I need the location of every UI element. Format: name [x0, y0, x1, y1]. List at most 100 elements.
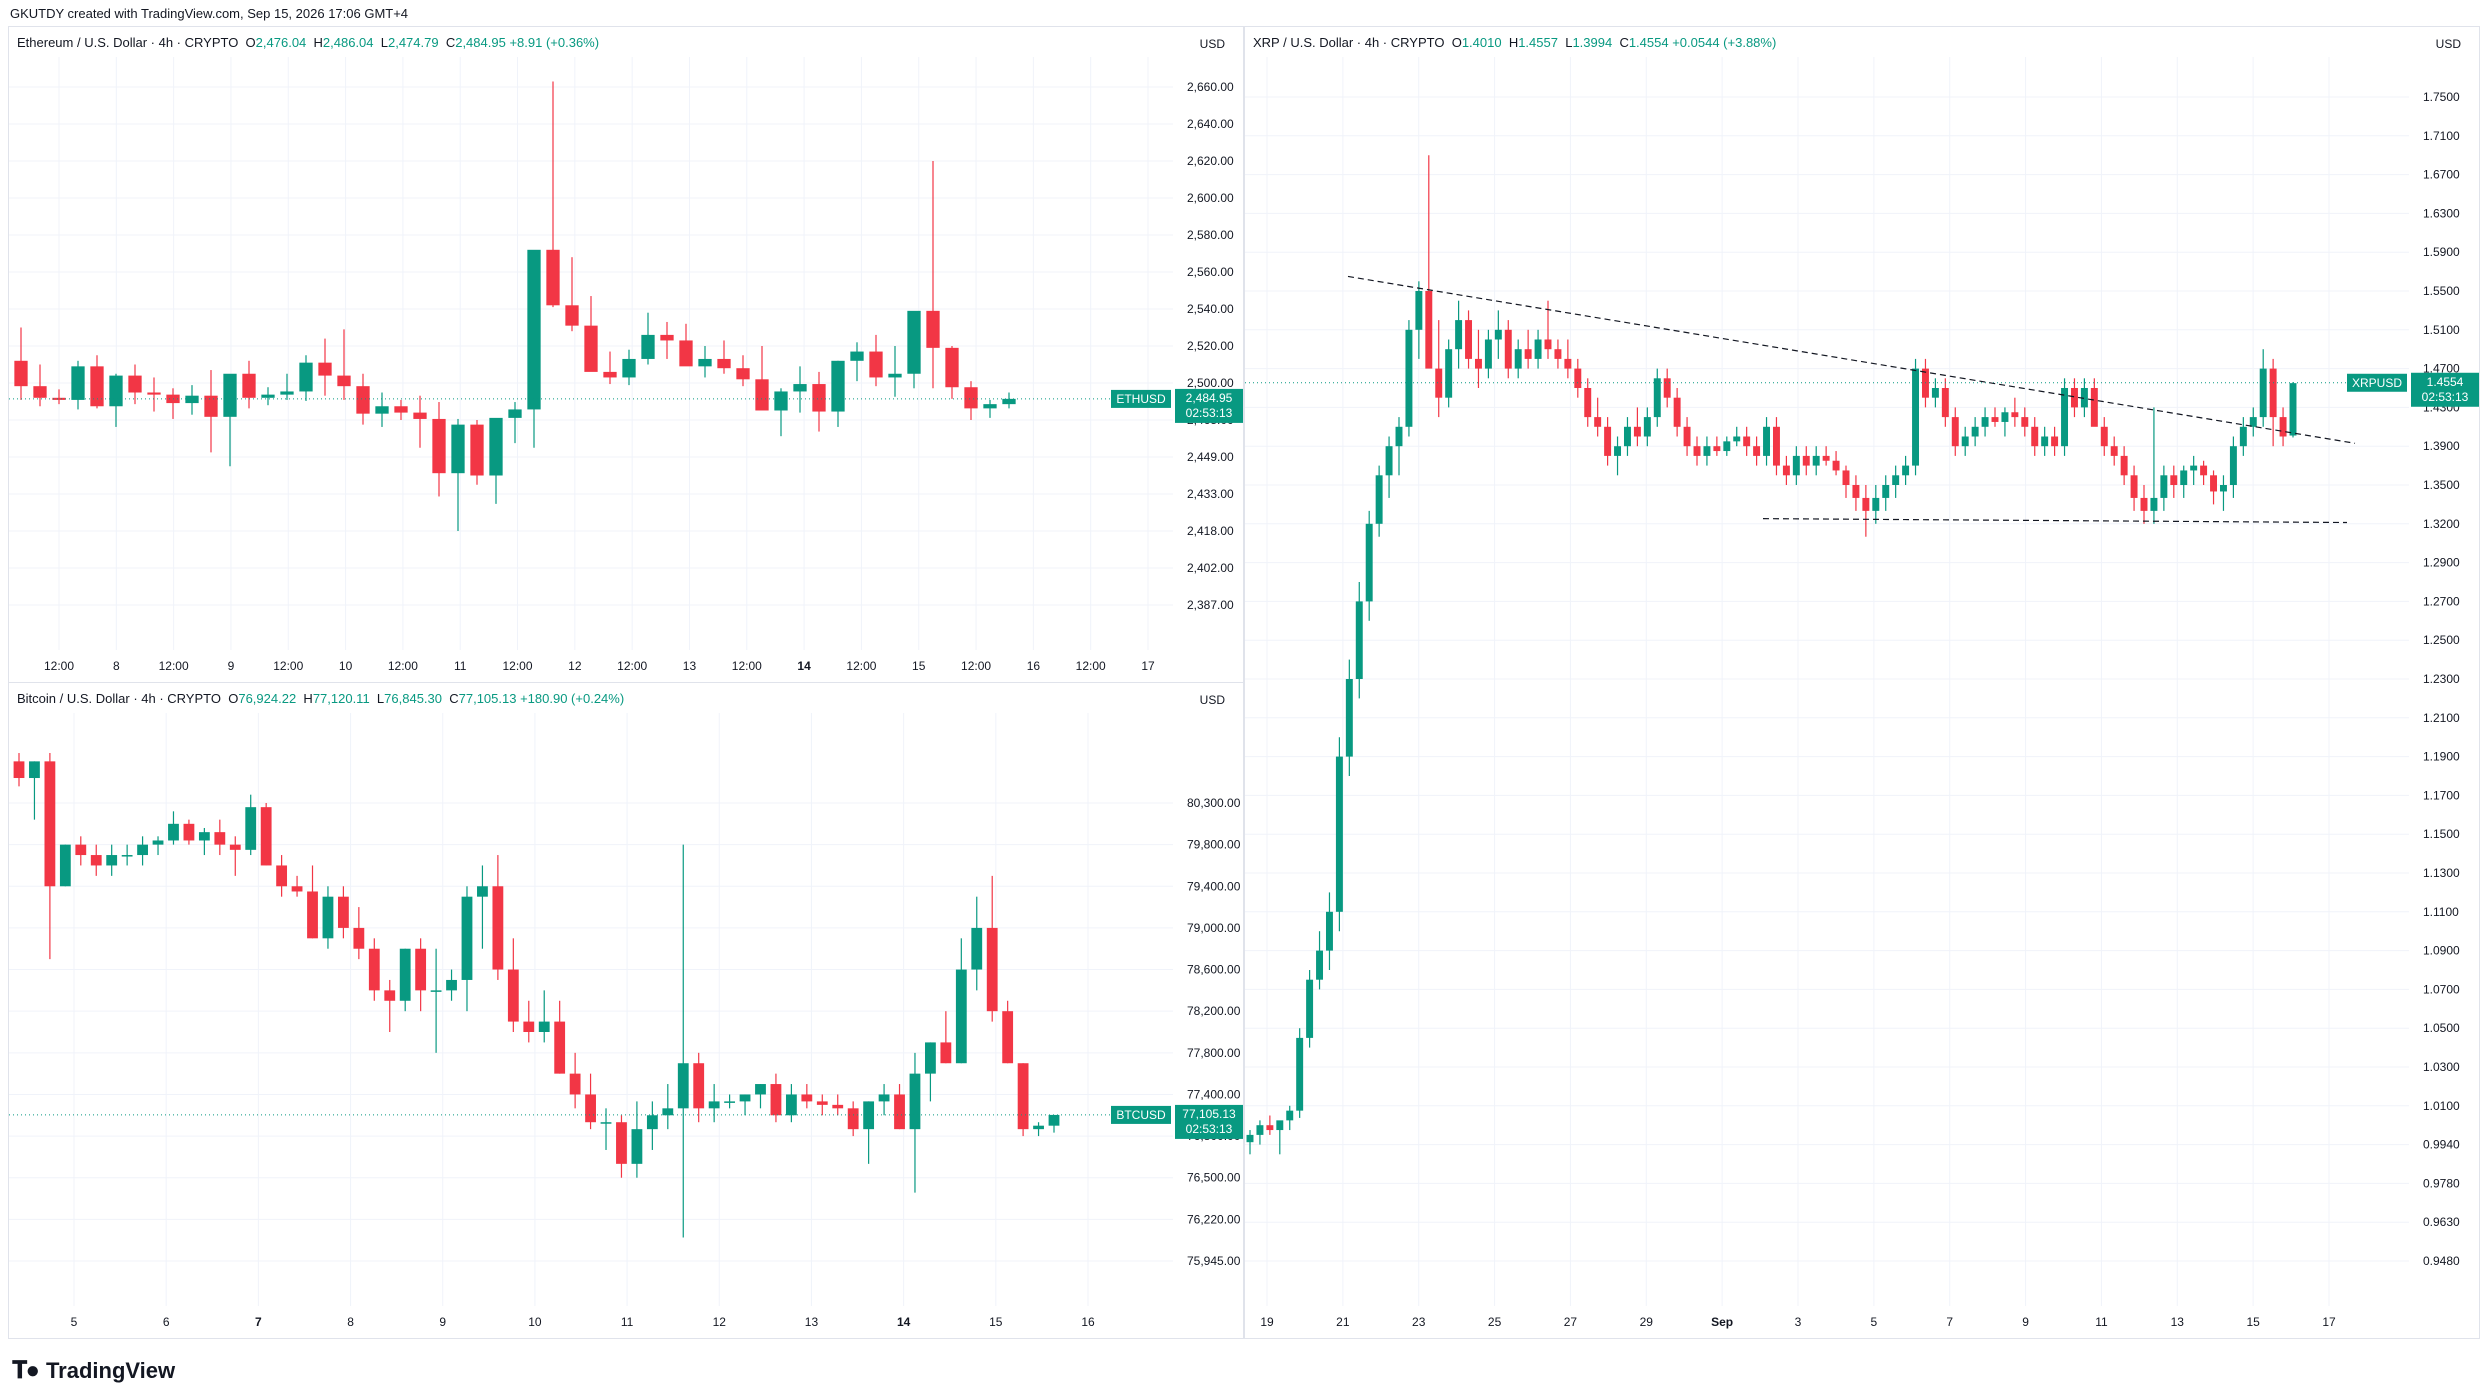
candle-body [1276, 1120, 1284, 1131]
candle-body [2001, 412, 2009, 422]
candle-body [1623, 426, 1631, 447]
candle-body [1296, 1037, 1304, 1111]
y-tick-label: 1.1300 [2423, 866, 2460, 880]
candle-body [1316, 950, 1324, 980]
y-tick-label: 1.0500 [2423, 1021, 2460, 1035]
eth-candlestick-chart[interactable]: 2,660.00 2,640.00 2,620.00 2,600.00 2,580.00… [9, 27, 1243, 682]
y-tick-label: 1.2900 [2423, 556, 2460, 570]
candle-body [546, 249, 560, 306]
x-tick-label: 9 [228, 659, 235, 673]
trendline [1347, 275, 2356, 444]
candle-body [291, 886, 303, 892]
candle-body [850, 351, 864, 361]
y-tick-label: 2,600.00 [1187, 191, 1234, 205]
candle-body [307, 891, 318, 939]
y-tick-label: 1.7500 [2423, 90, 2460, 104]
eth-chart-panel[interactable]: Ethereum / U.S. Dollar · 4h · CRYPTO O2,… [8, 26, 1244, 683]
candle-body [299, 362, 313, 392]
x-tick-label: 17 [1141, 659, 1155, 673]
candle-body [356, 386, 370, 414]
candle-body [1743, 436, 1751, 447]
candle-body [2170, 475, 2178, 485]
candle-body [2041, 436, 2049, 447]
y-tick-label: 1.7100 [2423, 129, 2460, 143]
candle-body [2249, 417, 2257, 427]
candle-body [909, 1073, 921, 1130]
candle-body [662, 1108, 674, 1116]
candle-body [1832, 460, 1840, 471]
candle-body [1643, 417, 1651, 437]
xrp-change: +0.0544 (+3.88%) [1672, 35, 1777, 50]
candle-body [1375, 475, 1383, 524]
x-tick-label: 10 [339, 659, 353, 673]
y-tick-label: 1.5900 [2423, 245, 2460, 259]
y-tick-label: 2,449.00 [1187, 450, 1234, 464]
candle-body [793, 384, 807, 392]
candle-body [1345, 679, 1353, 757]
xrp-currency-label: USD [2435, 37, 2461, 51]
candle-body [2150, 497, 2158, 511]
y-tick-label: 1.4700 [2423, 362, 2460, 376]
candle-body [71, 366, 85, 400]
candle-body [1633, 426, 1641, 437]
candle-body [955, 969, 967, 1064]
btc-symbol: Bitcoin / U.S. Dollar · 4h · CRYPTO [17, 691, 221, 706]
candle-body [1465, 320, 1473, 359]
candle-body [1852, 485, 1860, 498]
candle-body [770, 1084, 782, 1116]
candle-body [183, 823, 195, 841]
candle-body [616, 1122, 627, 1164]
xrp-chart-panel[interactable]: XRP / U.S. Dollar · 4h · CRYPTO O1.4010 … [1244, 26, 2480, 1339]
candle-body [569, 1073, 581, 1095]
candle-body [863, 1101, 875, 1130]
candle-body [451, 424, 465, 474]
candle-body [1822, 455, 1830, 461]
xrp-legend: XRP / U.S. Dollar · 4h · CRYPTO O1.4010 … [1253, 35, 1777, 50]
candle-body [847, 1108, 859, 1130]
y-tick-label: 75,945.00 [1187, 1254, 1241, 1268]
candle-body [90, 366, 104, 407]
x-tick-label: 11 [454, 659, 467, 673]
candle-body [894, 1094, 905, 1130]
candle-body [739, 1094, 751, 1102]
candle-body [945, 347, 959, 388]
candle-body [2180, 470, 2188, 485]
y-tick-label: 0.9780 [2423, 1176, 2460, 1190]
candle-body [214, 832, 226, 845]
candle-body [59, 844, 71, 887]
tradingview-brand[interactable]: 𝐓● TradingView [12, 1357, 175, 1385]
y-tick-label: 1.0700 [2423, 982, 2460, 996]
price-tag-symbol-bg [1111, 1105, 1171, 1124]
candle-body [538, 1021, 550, 1032]
x-tick-label: 14 [797, 659, 811, 673]
candle-body [1792, 455, 1800, 476]
candle-body [198, 832, 210, 841]
candle-body [1484, 339, 1492, 369]
x-tick-label: 23 [1412, 1315, 1426, 1329]
candle-body [1971, 426, 1979, 437]
y-tick-label: 79,400.00 [1187, 879, 1241, 893]
candle-body [832, 1104, 844, 1109]
y-tick-label: 2,560.00 [1187, 265, 1234, 279]
candle-body [1256, 1125, 1264, 1135]
xrp-candlestick-chart[interactable]: 1.7500 1.7100 1.6700 1.6300 1.5900 1.5500 1.51… [1245, 27, 2479, 1338]
eth-close: 2,484.95 [455, 35, 506, 50]
candle-body [1812, 455, 1820, 466]
candle-body [507, 969, 519, 1022]
candle-body [1862, 497, 1870, 511]
candle-body [1772, 426, 1780, 466]
btc-currency-label: USD [1199, 693, 1225, 707]
btc-candlestick-chart[interactable]: 80,300.00 79,800.00 79,400.00 79,000.00 78,6… [9, 683, 1243, 1338]
candle-body [1415, 291, 1423, 330]
y-tick-label: 1.2500 [2423, 633, 2460, 647]
candle-body [1002, 398, 1016, 405]
y-tick-label: 1.0100 [2423, 1099, 2460, 1113]
candle-body [2090, 388, 2098, 427]
price-tag-symbol: BTCUSD [1116, 1108, 1166, 1122]
candle-body [708, 1101, 720, 1109]
candle-body [1306, 979, 1314, 1038]
candle-body [1931, 388, 1939, 398]
candle-body [1961, 436, 1969, 447]
btc-chart-panel[interactable]: Bitcoin / U.S. Dollar · 4h · CRYPTO O76,… [8, 682, 1244, 1339]
x-tick-label: 7 [1946, 1315, 1953, 1329]
